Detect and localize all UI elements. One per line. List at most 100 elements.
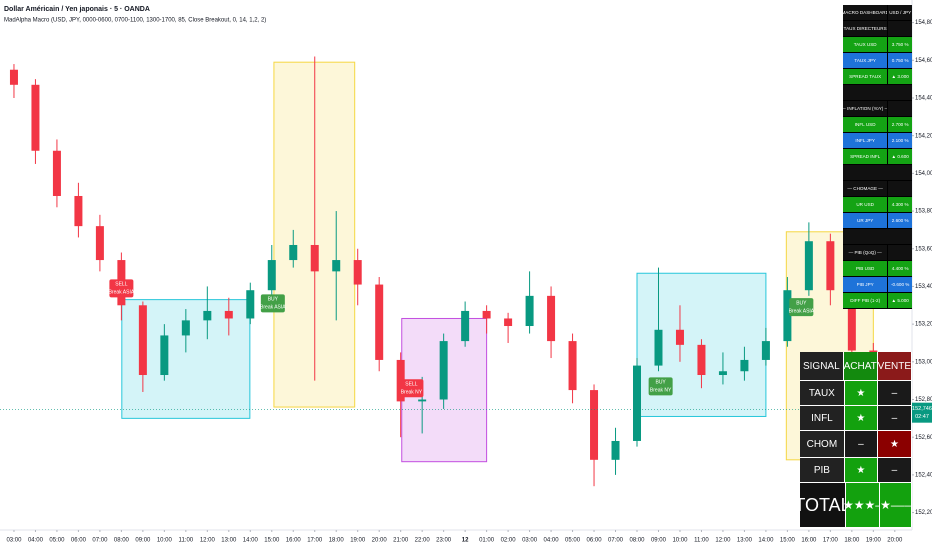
section-row: — TAUX DIRECTEURS — <box>843 21 912 37</box>
cell: 2.600 % <box>888 213 912 228</box>
cell: ★ <box>844 381 878 405</box>
candle-body <box>375 284 384 360</box>
cell: PIB JPY <box>843 277 889 292</box>
x-tick-label: 06:00 <box>587 538 603 544</box>
x-tick-label: 02:00 <box>501 538 517 544</box>
section-row: — CHOMAGE — <box>843 181 912 197</box>
signal-table: SIGNAL ACHAT VENTE TAUX ★ – INFL ★ – CHOM – ★ … <box>794 352 912 527</box>
cell: PIB <box>800 458 845 482</box>
x-tick-label: 09:00 <box>135 538 151 544</box>
x-tick-label: 22:00 <box>415 538 431 544</box>
signal-label <box>789 298 814 317</box>
signal-text: SELL <box>115 282 127 288</box>
cell: – <box>877 381 912 405</box>
x-tick-label: 13:00 <box>221 538 237 544</box>
row: UR USD 4.300 % <box>843 197 912 213</box>
section-row: — INFLATION (YoY) — <box>843 101 912 117</box>
price-tag-bg <box>912 402 932 423</box>
spacer-row <box>843 229 912 245</box>
candle-body <box>804 241 813 291</box>
cell: TAUX JPY <box>843 53 889 68</box>
candle-body <box>95 226 104 261</box>
x-tick-label: 10:00 <box>157 538 173 544</box>
candle-body <box>461 310 470 342</box>
candle-body <box>547 295 556 342</box>
row: SPREAD TAUX ▲ 3.000 <box>843 69 912 85</box>
candle-body <box>203 310 212 321</box>
row: INFL USD 2.700 % <box>843 117 912 133</box>
x-tick-label: 21:00 <box>393 538 409 544</box>
y-tick-label: 153,200 <box>915 322 932 328</box>
signal-text: BUY <box>268 297 279 303</box>
signal-subtext: Break ASIA <box>109 290 135 296</box>
cell: INFL USD <box>843 117 889 132</box>
y-tick-label: 154,000 <box>915 171 932 177</box>
y-tick-label: 154,200 <box>915 133 932 139</box>
cell: 3.750 % <box>888 37 912 52</box>
x-tick-label: 18:00 <box>844 538 860 544</box>
x-tick-label: 11:00 <box>694 538 709 544</box>
cell: — PIB (QoQ) — <box>843 245 889 260</box>
cell: USD / JPY <box>889 10 912 15</box>
y-tick-label: 152,600 <box>915 435 932 441</box>
cell: ACHAT <box>844 352 878 380</box>
x-tick-label: 06:00 <box>71 538 87 544</box>
candle-body <box>9 69 18 85</box>
row: TAUX JPY 0.750 % <box>843 53 912 69</box>
candle-body <box>783 290 792 342</box>
cell: – <box>877 406 912 430</box>
candle-body <box>310 244 319 272</box>
candle-body <box>289 244 298 261</box>
x-tick-label: 05:00 <box>49 538 65 544</box>
x-tick-label: 05:00 <box>565 538 581 544</box>
signal-header: SIGNAL ACHAT VENTE <box>800 352 912 381</box>
cell: SPREAD INFL <box>843 149 889 164</box>
candle-body <box>246 290 255 319</box>
cell: INFL <box>800 406 845 430</box>
candle-body <box>482 310 491 319</box>
x-tick-label: 07:00 <box>608 538 624 544</box>
cell: – <box>877 458 912 482</box>
x-tick-label: 19:00 <box>350 538 366 544</box>
candle-body <box>826 241 835 291</box>
x-tick-label: 08:00 <box>114 538 130 544</box>
price-tag: 152,746 <box>912 406 932 412</box>
x-tick-label: 17:00 <box>307 538 323 544</box>
cell: 0.750 % <box>888 53 912 68</box>
candle-body <box>590 390 599 460</box>
x-tick-label: 20:00 <box>887 538 903 544</box>
candle-body <box>633 365 642 441</box>
row: PIB USD 4.400 % <box>843 261 912 277</box>
candle-body <box>160 335 169 376</box>
x-tick-label: 23:00 <box>436 538 452 544</box>
cell: ▲ 0.600 <box>888 149 912 164</box>
x-tick-label: 12:00 <box>200 538 216 544</box>
cell: CHOM <box>800 431 845 457</box>
x-tick-label: 20:00 <box>372 538 388 544</box>
x-tick-label: 04:00 <box>544 538 560 544</box>
x-tick-label: 17:00 <box>823 538 839 544</box>
signal-row: PIB ★ – <box>800 458 912 483</box>
cell: – <box>844 431 878 457</box>
countdown: 02:47 <box>915 414 929 420</box>
row: SPREAD INFL ▲ 0.600 <box>843 149 912 165</box>
x-tick-label: 14:00 <box>758 538 774 544</box>
cell: ▲ 5.000 <box>888 293 912 308</box>
signal-subtext: Break ASIA <box>789 308 815 314</box>
spacer-row <box>843 85 912 101</box>
x-tick-label: 12:00 <box>715 538 731 544</box>
candle-body <box>181 320 190 336</box>
cell: -0.600 % <box>888 277 912 292</box>
cell: TAUX <box>800 381 845 405</box>
candle-body <box>611 440 620 460</box>
cell: ★ <box>844 406 878 430</box>
cell: SIGNAL <box>800 352 844 380</box>
x-tick-label: 15:00 <box>780 538 796 544</box>
cell: VENTE <box>877 352 912 380</box>
cell: TOTAL <box>794 483 851 527</box>
x-tick-label: 16:00 <box>801 538 817 544</box>
y-tick-label: 153,000 <box>915 359 932 365</box>
candle-body <box>568 341 577 391</box>
cell: ★––– <box>880 483 912 527</box>
